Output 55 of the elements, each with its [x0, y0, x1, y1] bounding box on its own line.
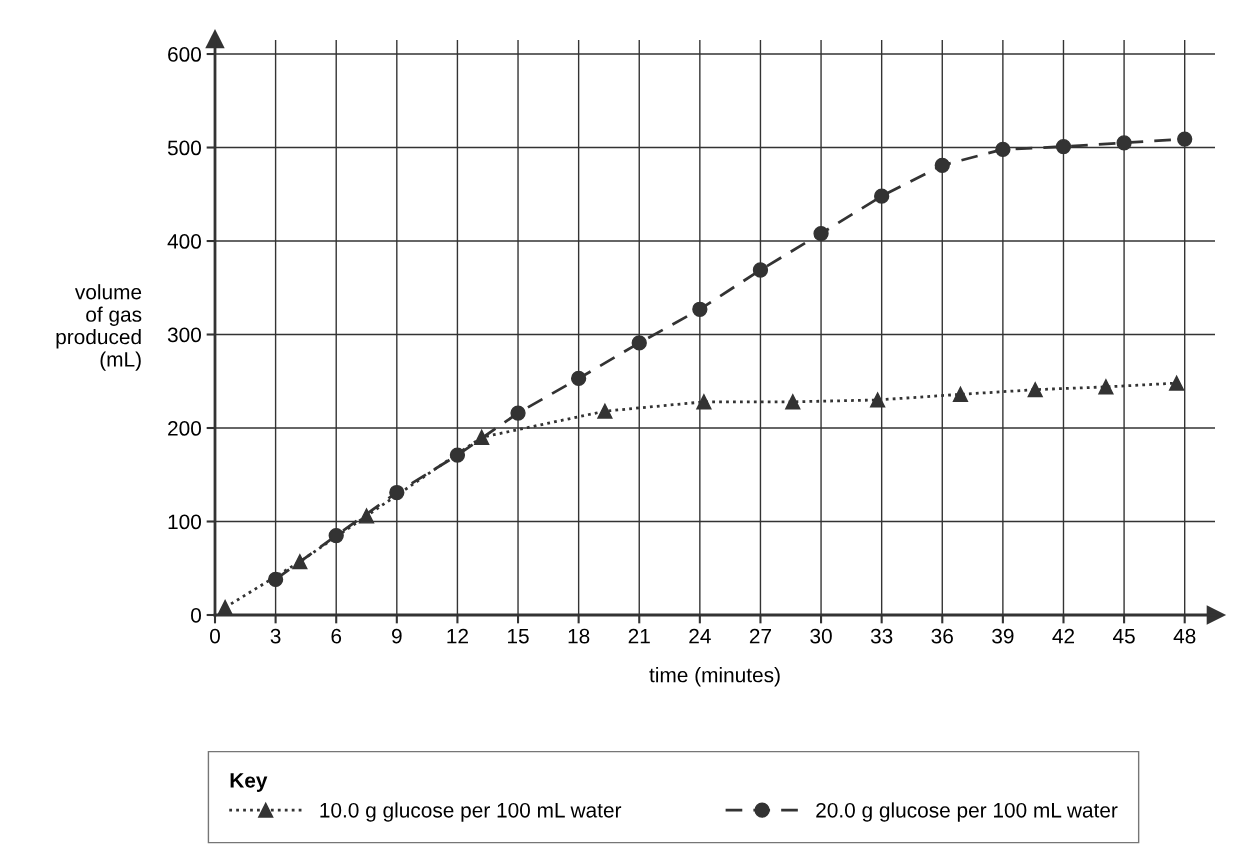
point	[449, 447, 466, 463]
point	[570, 370, 587, 387]
x-axis-title: time (minutes)	[649, 667, 780, 687]
x-tick-label: 33	[870, 628, 893, 644]
point	[785, 394, 801, 410]
point	[474, 429, 490, 445]
point	[869, 392, 886, 408]
x-tick-label: 42	[1052, 628, 1075, 644]
x-tick-label: 3	[270, 628, 281, 644]
legend-title: Key	[230, 773, 268, 792]
x-tick-label: 45	[1112, 628, 1135, 644]
x-tick-label: 12	[447, 628, 468, 644]
x-tick-label: 0	[210, 628, 220, 644]
point	[1055, 138, 1072, 155]
point	[934, 157, 950, 173]
x-tick-label: 30	[810, 628, 832, 644]
legend-label: 20.0 g glucose per 100 mL water	[816, 802, 1118, 822]
point	[1027, 382, 1043, 398]
point	[597, 403, 613, 419]
point	[1168, 375, 1185, 391]
point	[995, 141, 1011, 158]
y-tick-label: 500	[167, 140, 201, 156]
point	[1177, 131, 1193, 147]
point	[696, 394, 712, 410]
point	[813, 225, 829, 242]
x-tick-label: 24	[689, 628, 711, 644]
y-tick-label: 400	[167, 234, 201, 249]
x-tick-label: 6	[331, 628, 342, 644]
y-tick-label: 600	[168, 47, 201, 62]
point	[752, 262, 769, 278]
x-tick-label: 15	[508, 628, 529, 644]
point	[692, 301, 708, 317]
x-tick-label: 9	[392, 628, 402, 644]
point	[1098, 379, 1114, 395]
y-tick-label: 100	[168, 514, 201, 530]
point	[267, 571, 284, 588]
point	[389, 484, 405, 501]
point	[1116, 135, 1132, 151]
legend-label: 10.0 g glucose per 100 mL water	[320, 802, 622, 822]
x-tick-label: 36	[931, 628, 953, 644]
point	[952, 386, 969, 402]
x-tick-label: 27	[749, 628, 771, 644]
point	[510, 405, 526, 421]
y-tick-label: 0	[191, 608, 201, 623]
y-tick-label: 200	[168, 421, 201, 436]
y-axis-title: volume of gas produced (mL)	[56, 284, 142, 371]
x-tick-label: 48	[1173, 628, 1196, 644]
point	[874, 188, 890, 204]
x-tick-label: 39	[992, 628, 1014, 644]
point	[328, 527, 344, 544]
x-tick-label: 18	[568, 628, 590, 644]
y-tick-label: 300	[167, 327, 201, 343]
x-tick-label: 21	[628, 628, 650, 644]
point	[631, 335, 647, 351]
point	[358, 508, 375, 524]
